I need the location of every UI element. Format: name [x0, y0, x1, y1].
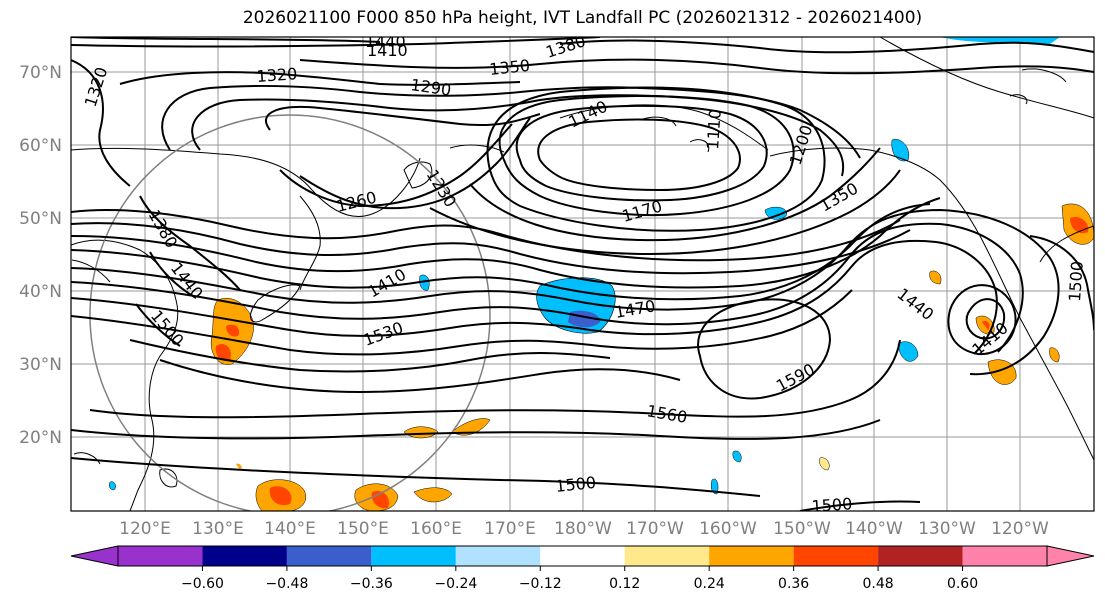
colorbar-cell	[540, 546, 625, 566]
contour-1470	[71, 239, 998, 355]
contour-label: 1110	[703, 108, 725, 150]
contour-1500-west	[135, 303, 181, 347]
contour-1290	[379, 81, 521, 86]
contour-label: 1320	[256, 64, 298, 86]
contour-1170-outer	[498, 95, 795, 217]
colorbar-extend-max	[1046, 545, 1095, 567]
colorbar: −0.60 −0.48 −0.36 −0.24 −0.12 0.12 0.24 0.36 0.4…	[70, 545, 1095, 592]
colorbar-ticks: −0.60 −0.48 −0.36 −0.24 −0.12 0.12 0.24 0.36 0.4…	[181, 566, 978, 592]
lat-label: 20°N	[19, 428, 62, 448]
contour-1560	[89, 339, 901, 419]
lon-label: 140°E	[264, 519, 316, 539]
colorbar-extend-min	[70, 545, 119, 567]
contour-1500-right	[1029, 235, 1094, 331]
lon-label: 160°E	[410, 519, 462, 539]
contour-1290-south	[71, 208, 901, 262]
contour-1440-west	[149, 251, 197, 299]
contour-label: 1500	[1065, 260, 1087, 302]
contour-1500-mid	[71, 289, 853, 356]
contour-1500-east	[799, 500, 921, 511]
contour-1530	[129, 339, 611, 373]
height-contours	[71, 37, 1094, 511]
contour-1320-south	[71, 222, 911, 275]
lon-label: 170°W	[626, 519, 684, 539]
lon-label: 150°E	[337, 519, 389, 539]
contour-1380-north	[559, 39, 1094, 54]
latitude-labels: 70°N 60°N 50°N 40°N 30°N 20°N	[19, 63, 62, 448]
contour-1350-mid	[71, 197, 941, 289]
contour-1110	[537, 118, 741, 192]
longitude-labels: 120°E 130°E 140°E 150°E 160°E 170°E 180°…	[119, 519, 1049, 539]
colorbar-tick-label: −0.24	[434, 576, 477, 592]
colorbar-tick-label: −0.48	[265, 576, 308, 592]
colorbar-tick-label: 0.24	[694, 576, 725, 592]
lat-label: 30°N	[19, 355, 62, 375]
lon-label: 170°E	[484, 519, 536, 539]
lon-label: 150°W	[773, 519, 831, 539]
lon-label: 120°E	[119, 519, 171, 539]
contour-label: 1500	[811, 494, 853, 516]
map-plot-area: 1440 1410 1380 1350 1320 1320 1290 1140 …	[71, 32, 1094, 516]
lat-label: 70°N	[19, 63, 62, 83]
ivt-shading	[108, 37, 1094, 511]
contour-1500-south	[71, 457, 761, 497]
contour-1590-high	[697, 298, 832, 400]
colorbar-tick-label: 0.12	[609, 576, 640, 592]
colorbar-tick-label: −0.36	[350, 576, 393, 592]
contour-1290-ring	[191, 94, 845, 177]
contour-label: 1500	[554, 473, 596, 496]
lon-label: 180°W	[554, 519, 612, 539]
lat-label: 40°N	[19, 282, 62, 302]
lat-label: 50°N	[19, 209, 62, 229]
contour-1230	[299, 117, 531, 210]
colorbar-cell	[709, 546, 794, 566]
contour-1530-south	[71, 419, 881, 440]
contour-1440-north	[71, 37, 381, 43]
contour-1260	[279, 123, 513, 208]
colorbar-cells	[118, 546, 1047, 566]
colorbar-cell	[962, 546, 1047, 566]
lon-label: 140°W	[845, 519, 903, 539]
contour-1350-north	[299, 58, 1094, 75]
lon-label: 130°E	[192, 519, 244, 539]
contour-1140	[515, 104, 768, 202]
contour-label: 1440	[365, 32, 406, 51]
contour-1560-ring	[159, 359, 681, 394]
contour-label: 1350	[488, 56, 530, 79]
contour-1380-west	[139, 195, 241, 291]
colorbar-cell	[286, 546, 372, 566]
contour-1410-north	[71, 37, 601, 48]
colorbar-tick-label: −0.60	[181, 576, 224, 592]
colorbar-cell	[624, 546, 710, 566]
reference-circle	[89, 114, 491, 511]
contour-label: 1410	[367, 41, 408, 60]
contour-1260-ring	[265, 106, 541, 131]
colorbar-cell	[371, 546, 456, 566]
colorbar-cell	[118, 546, 203, 566]
lon-label: 120°W	[991, 519, 1049, 539]
contour-1200	[486, 86, 826, 232]
contour-1320-outer	[71, 59, 131, 187]
colorbar-cell	[793, 546, 879, 566]
contour-1440-low	[947, 284, 1017, 356]
colorbar-tick-label: 0.48	[863, 576, 894, 592]
contour-1230-south	[469, 147, 881, 242]
colorbar-tick-label: 0.36	[778, 576, 809, 592]
colorbar-tick-label: −0.12	[519, 576, 562, 592]
colorbar-frame	[117, 545, 1048, 567]
colorbar-cell	[202, 546, 287, 566]
contour-1320-inner	[119, 71, 381, 85]
lon-label: 130°W	[918, 519, 976, 539]
colorbar-tick-label: 0.60	[947, 576, 978, 592]
colorbar-cell	[455, 546, 541, 566]
map-title: 2026021100 F000 850 hPa height, IVT Land…	[242, 8, 923, 28]
lon-label: 160°W	[699, 519, 757, 539]
contour-1410-low	[965, 298, 1006, 340]
lat-label: 60°N	[19, 136, 62, 156]
contour-1440-mid	[71, 222, 1024, 353]
colorbar-cell	[878, 546, 963, 566]
map-frame	[70, 36, 1095, 512]
